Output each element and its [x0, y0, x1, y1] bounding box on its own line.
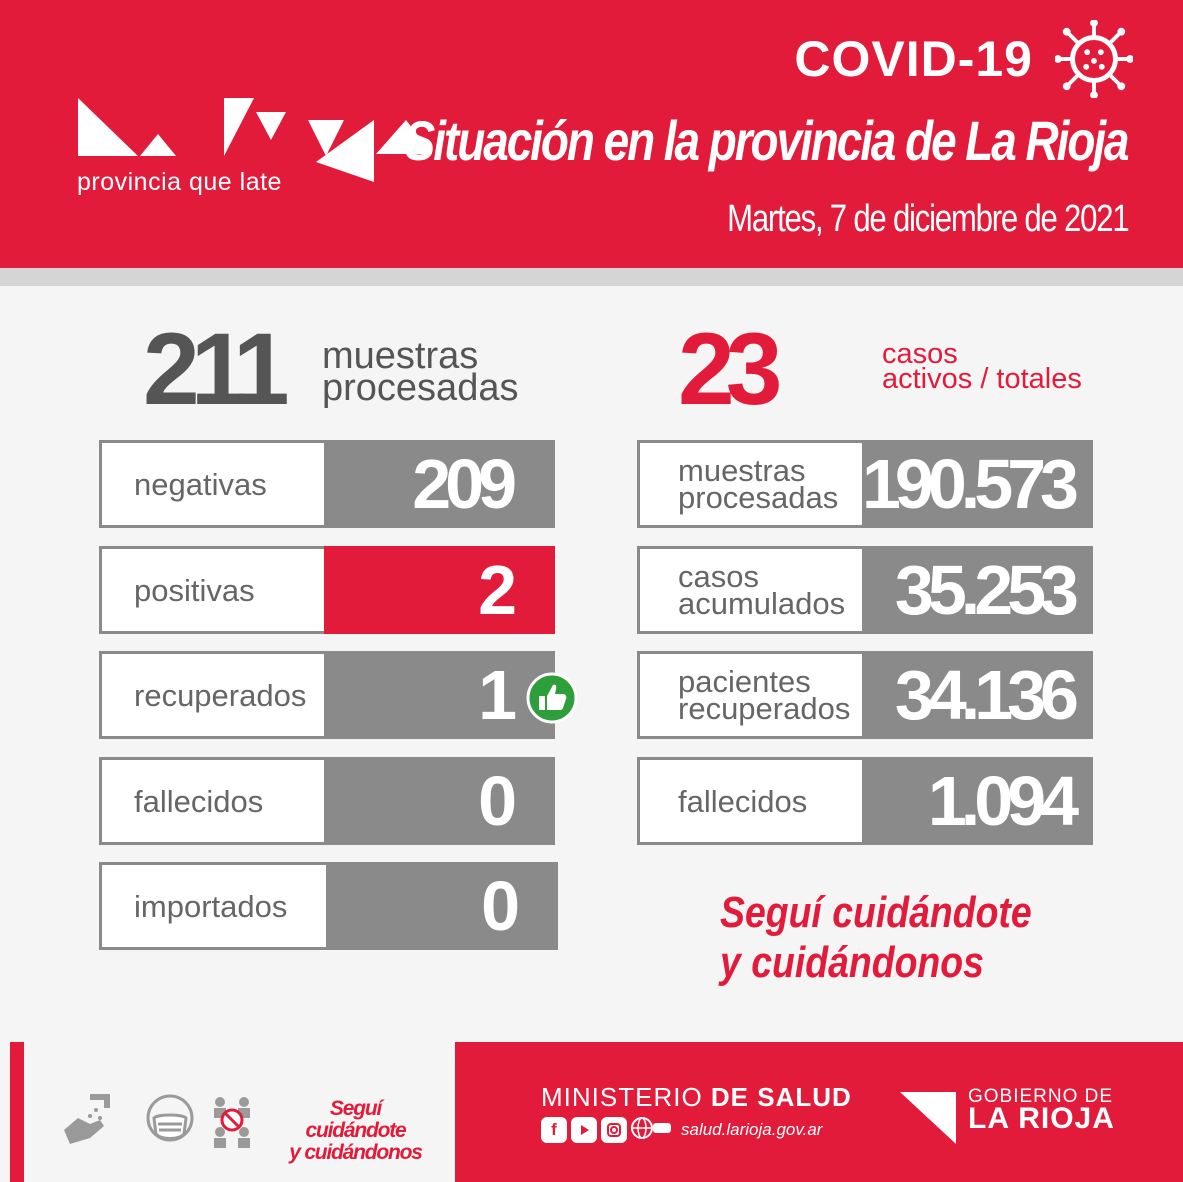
row-label: pacientes recuperados — [637, 651, 862, 739]
youtube-icon[interactable] — [571, 1117, 597, 1143]
active-cases-label: casos activos / totales — [882, 338, 1082, 395]
report-date: Martes, 7 de diciembre de 2021 — [726, 198, 1130, 240]
gov-line2: LA RIOJA — [968, 1102, 1115, 1135]
face-mask-icon — [146, 1094, 194, 1142]
gov-line1: GOBIERNO DE — [968, 1086, 1114, 1107]
virus-icon — [1055, 20, 1133, 98]
active-cases-label-line2: activos / totales — [882, 363, 1082, 395]
row-label: fallecidos — [99, 757, 324, 845]
slogan-line1: Seguí cuidándote — [720, 888, 1032, 937]
daily-samples-label-line1: muestras — [322, 335, 479, 377]
row-value: 35.253 — [894, 551, 1079, 629]
row-label: importados — [99, 862, 326, 950]
daily-row-fallecidos: fallecidos 0 — [99, 757, 555, 845]
hand-wash-icon — [64, 1094, 110, 1144]
row-label: muestras procesadas — [637, 440, 862, 528]
row-label-line1: casos — [678, 559, 759, 594]
ministry-name: MINISTERIO DE SALUD — [541, 1082, 852, 1113]
row-label: recuperados — [99, 651, 324, 739]
row-label: positivas — [99, 546, 324, 634]
row-label: casos acumulados — [637, 546, 862, 634]
footer-slogan-line2: y cuidándonos — [289, 1141, 423, 1164]
active-cases-value: 23 — [678, 312, 783, 426]
ministry-bold: DE SALUD — [710, 1082, 852, 1112]
daily-row-negativas: negativas 209 — [99, 440, 555, 528]
row-label-line2: procesadas — [678, 480, 839, 515]
row-value: 0 — [478, 762, 517, 840]
social-row: f salud.larioja.gov.ar — [541, 1115, 823, 1146]
gobierno-logo — [900, 1092, 956, 1144]
daily-samples-label-line2: procesadas — [322, 367, 519, 409]
row-label: negativas — [99, 440, 324, 528]
row-value: 2 — [478, 551, 517, 629]
header-band — [0, 0, 1183, 268]
total-row-muestras: muestras procesadas 190.573 — [637, 440, 1093, 528]
daily-row-positivas: positivas 2 — [99, 546, 555, 634]
footer-band — [455, 1042, 1183, 1182]
brand-tagline: provincia que late — [77, 168, 282, 196]
daily-samples-value: 211 — [143, 312, 290, 426]
prevention-icons — [64, 1094, 250, 1148]
web-icon[interactable] — [631, 1115, 673, 1146]
footer-slogan-line1: Seguí cuidándote — [305, 1097, 406, 1142]
daily-samples-label: muestras procesadas — [322, 335, 519, 409]
active-cases-label-line1: casos — [882, 338, 958, 370]
row-label: fallecidos — [637, 757, 862, 845]
footer-accent-bar — [10, 1042, 24, 1182]
total-row-fallecidos: fallecidos 1.094 — [637, 757, 1093, 845]
row-value: 1 — [478, 656, 517, 734]
instagram-icon[interactable] — [601, 1117, 627, 1143]
ministry-prefix: MINISTERIO — [541, 1082, 703, 1112]
header-shadow — [0, 268, 1183, 286]
row-value: 209 — [412, 445, 517, 523]
slogan-line2: y cuidándonos — [720, 938, 984, 987]
row-label-line1: muestras — [678, 453, 806, 488]
row-value: 0 — [481, 867, 520, 945]
la-rioja-logo — [78, 98, 432, 182]
slogan: Seguí cuidándote y cuidándonos — [720, 888, 1032, 988]
total-row-casos: casos acumulados 35.253 — [637, 546, 1093, 634]
thumbs-up-icon — [526, 672, 578, 724]
main-title: Situación en la provincia de La Rioja — [405, 109, 1130, 172]
website-link[interactable]: salud.larioja.gov.ar — [681, 1120, 823, 1139]
daily-row-recuperados: recuperados 1 — [99, 651, 555, 739]
facebook-icon[interactable]: f — [541, 1117, 567, 1143]
row-label-line2: acumulados — [678, 586, 846, 621]
row-label-line1: pacientes — [678, 664, 811, 699]
row-label-line2: recuperados — [678, 691, 851, 726]
row-value: 34.136 — [894, 656, 1079, 734]
footer-slogan: Seguí cuidándote y cuidándonos — [288, 1098, 423, 1164]
daily-row-importados: importados 0 — [99, 862, 558, 950]
total-row-recuperados: pacientes recuperados 34.136 — [637, 651, 1093, 739]
row-value: 1.094 — [927, 762, 1079, 840]
no-gathering-icon — [214, 1097, 250, 1148]
covid-title: COVID-19 — [794, 31, 1033, 87]
row-value: 190.573 — [861, 445, 1079, 523]
